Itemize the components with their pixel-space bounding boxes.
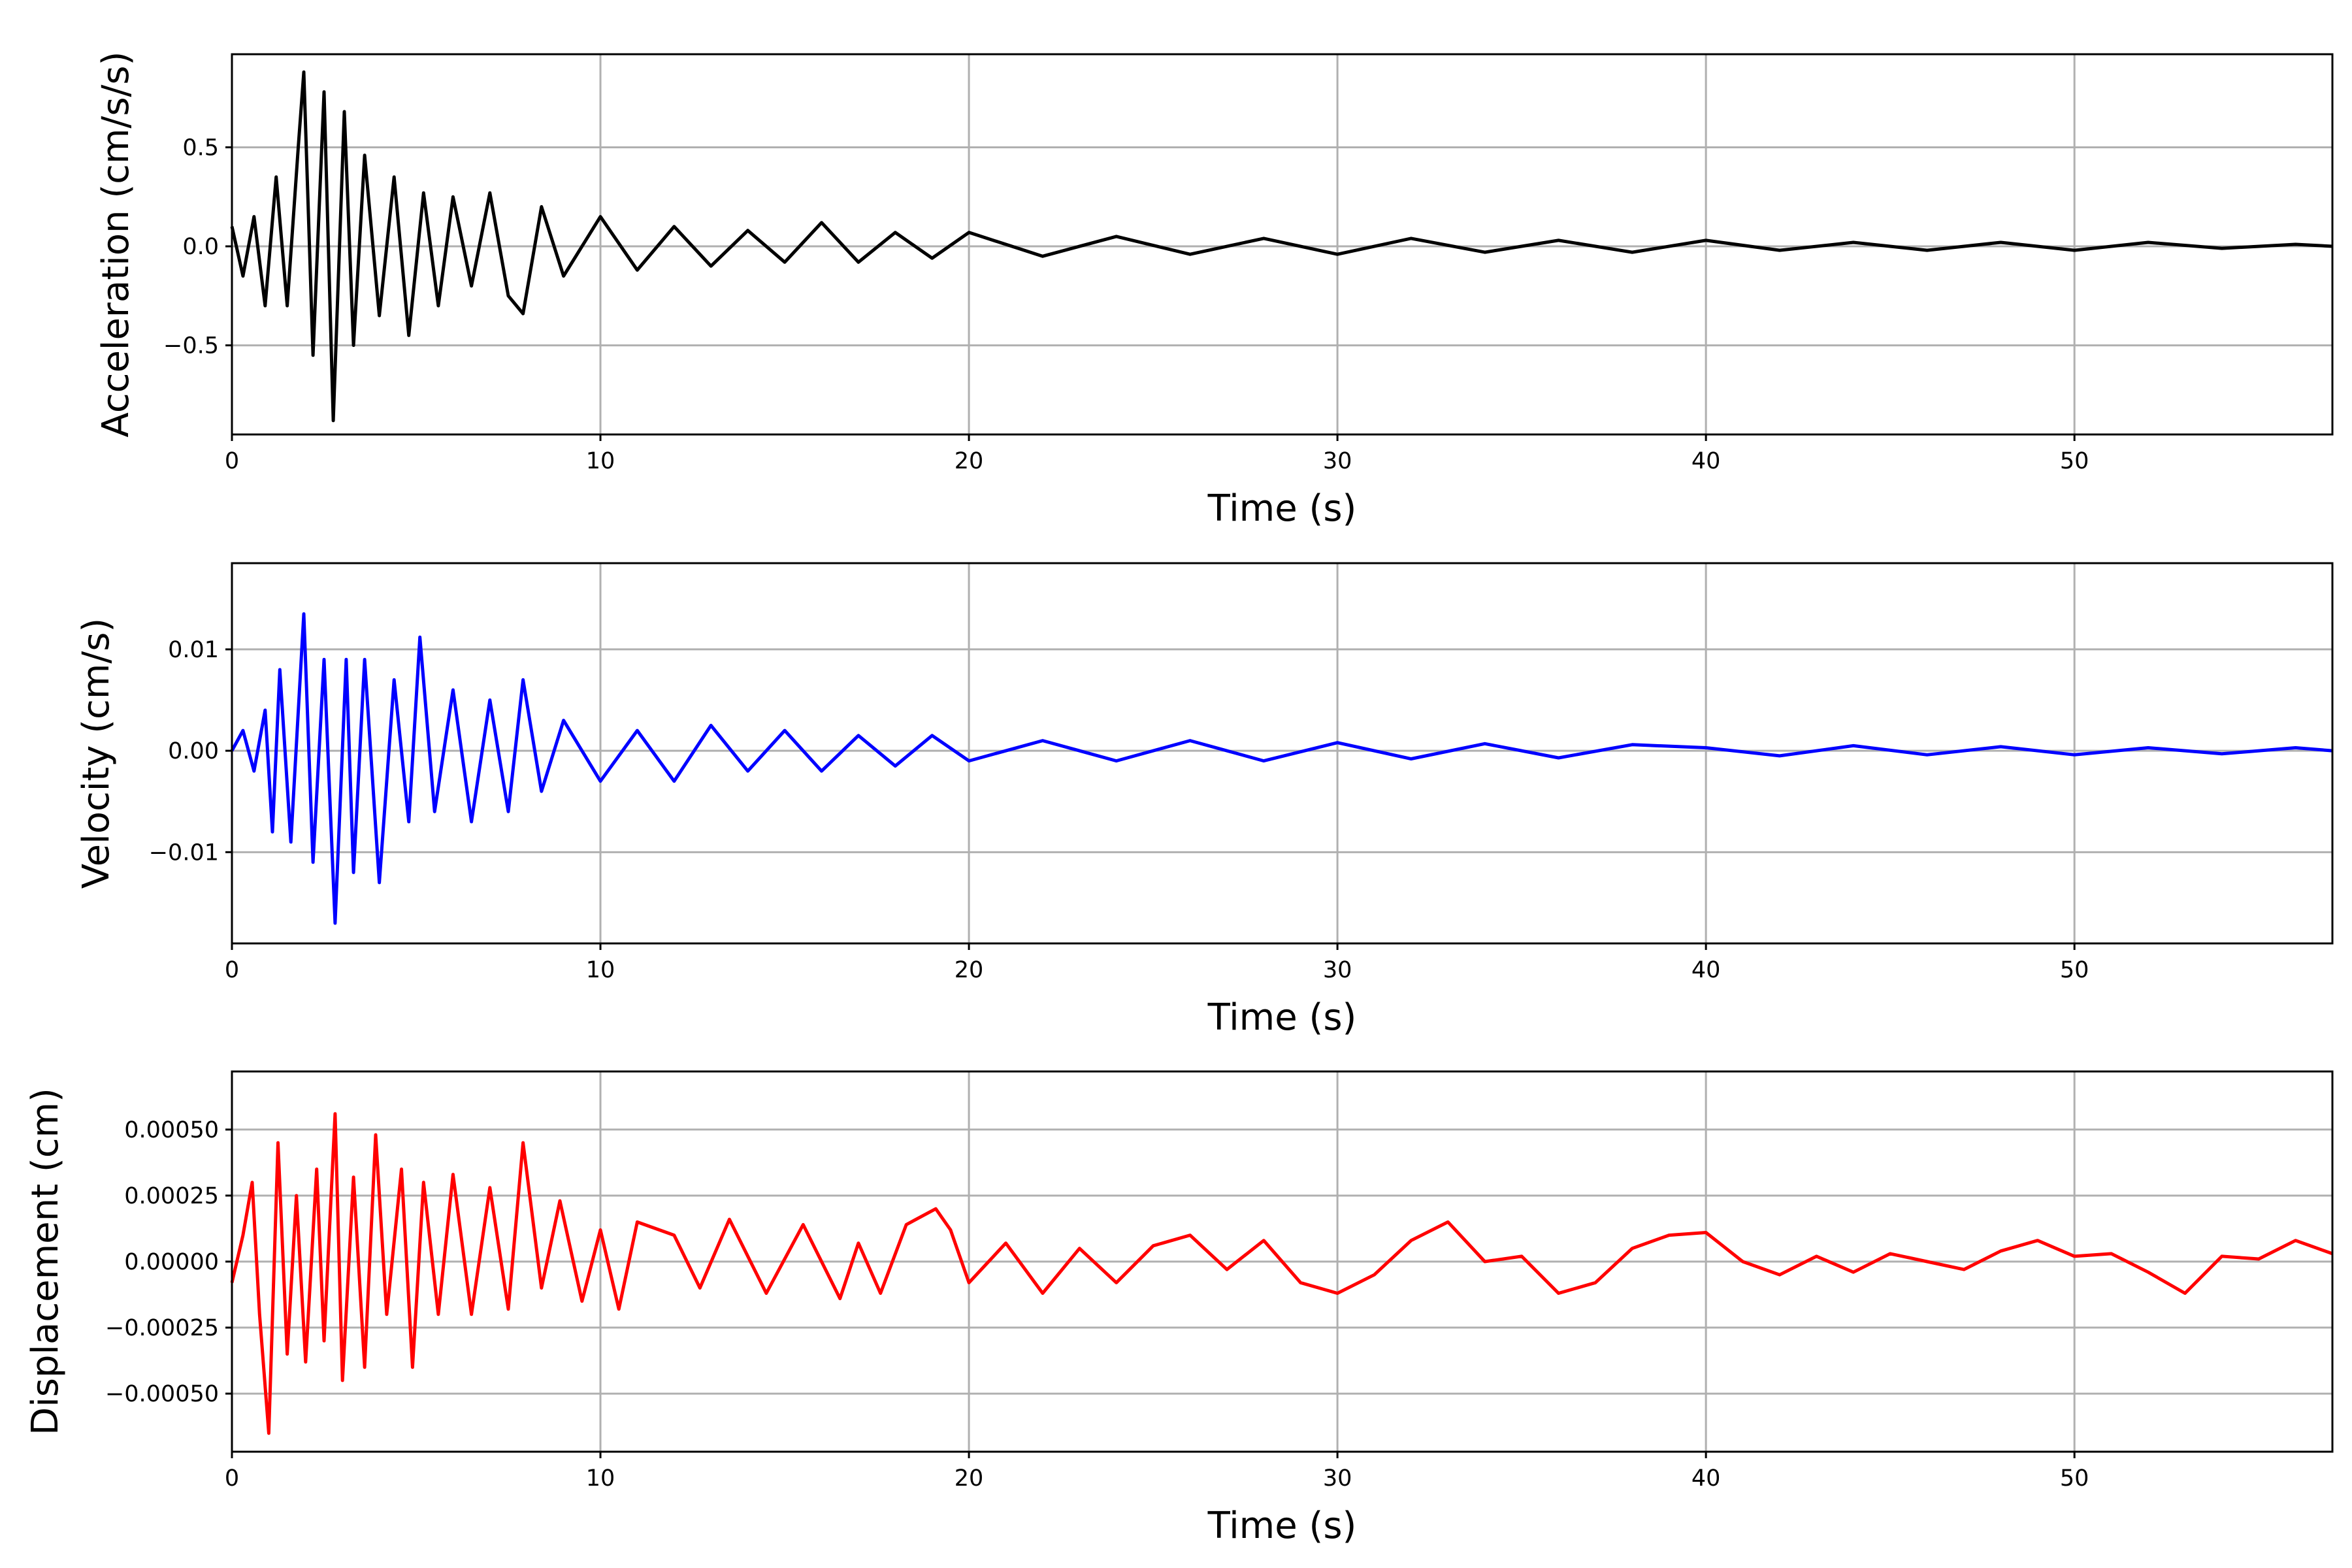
displacement-y-tick-label: 0.00050 bbox=[124, 1117, 219, 1143]
displacement-y-tick-label: 0.00025 bbox=[124, 1183, 219, 1209]
velocity-x-tick-label: 50 bbox=[2060, 957, 2089, 983]
displacement-x-tick-label: 50 bbox=[2060, 1465, 2089, 1492]
displacement-x-tick-label: 0 bbox=[225, 1465, 239, 1492]
displacement-y-tick-label: 0.00000 bbox=[124, 1249, 219, 1275]
velocity-y-tick-label: 0.00 bbox=[168, 738, 219, 764]
displacement-panel: 0 10 20 30 40 50 −0.00050 −0.00025 0.00000 0.0002… bbox=[24, 1070, 2334, 1547]
acceleration-series-line bbox=[230, 70, 2333, 423]
displacement-series-line bbox=[230, 1112, 2333, 1435]
displacement-x-tick-label: 10 bbox=[586, 1465, 615, 1492]
acceleration-y-tick-label: 0.0 bbox=[182, 234, 219, 260]
velocity-x-tick-label: 10 bbox=[586, 957, 615, 983]
acceleration-plot-frame bbox=[231, 53, 2334, 436]
displacement-y-tick-label: −0.00025 bbox=[105, 1315, 219, 1341]
velocity-x-tick-label: 40 bbox=[1691, 957, 1721, 983]
acceleration-x-tick-label: 40 bbox=[1691, 448, 1721, 474]
displacement-y-axis-label: Displacement (cm) bbox=[24, 1088, 67, 1435]
velocity-x-tick-label: 20 bbox=[955, 957, 984, 983]
velocity-x-tick-label: 0 bbox=[225, 957, 239, 983]
velocity-panel: 0 10 20 30 40 50 −0.01 0.00 0.01 Time (s) Veloci… bbox=[75, 562, 2334, 1039]
displacement-x-axis-label: Time (s) bbox=[1207, 1505, 1357, 1547]
displacement-x-tick-label: 40 bbox=[1691, 1465, 1721, 1492]
velocity-plot-frame bbox=[231, 562, 2334, 945]
acceleration-x-tick-label: 50 bbox=[2060, 448, 2089, 474]
velocity-y-axis-label: Velocity (cm/s) bbox=[75, 618, 118, 889]
acceleration-y-axis-label: Acceleration (cm/s/s) bbox=[95, 52, 137, 438]
acceleration-x-tick-label: 0 bbox=[225, 448, 239, 474]
acceleration-panel: 0 10 20 30 40 50 −0.5 0.0 0.5 Time (s) Accelerat… bbox=[95, 52, 2334, 530]
displacement-y-tick-label: −0.00050 bbox=[105, 1381, 219, 1407]
acceleration-y-tick-label: −0.5 bbox=[163, 333, 219, 359]
acceleration-x-axis-label: Time (s) bbox=[1207, 487, 1357, 530]
velocity-x-tick-label: 30 bbox=[1323, 957, 1352, 983]
velocity-series-line bbox=[230, 612, 2333, 925]
acceleration-x-tick-label: 30 bbox=[1323, 448, 1352, 474]
acceleration-x-tick-label: 10 bbox=[586, 448, 615, 474]
velocity-x-axis-label: Time (s) bbox=[1207, 996, 1357, 1039]
acceleration-y-tick-label: 0.5 bbox=[182, 135, 219, 161]
velocity-y-tick-label: 0.01 bbox=[168, 637, 219, 663]
velocity-y-tick-label: −0.01 bbox=[149, 840, 219, 866]
displacement-x-tick-label: 20 bbox=[955, 1465, 984, 1492]
acceleration-x-tick-label: 20 bbox=[955, 448, 984, 474]
displacement-x-tick-label: 30 bbox=[1323, 1465, 1352, 1492]
